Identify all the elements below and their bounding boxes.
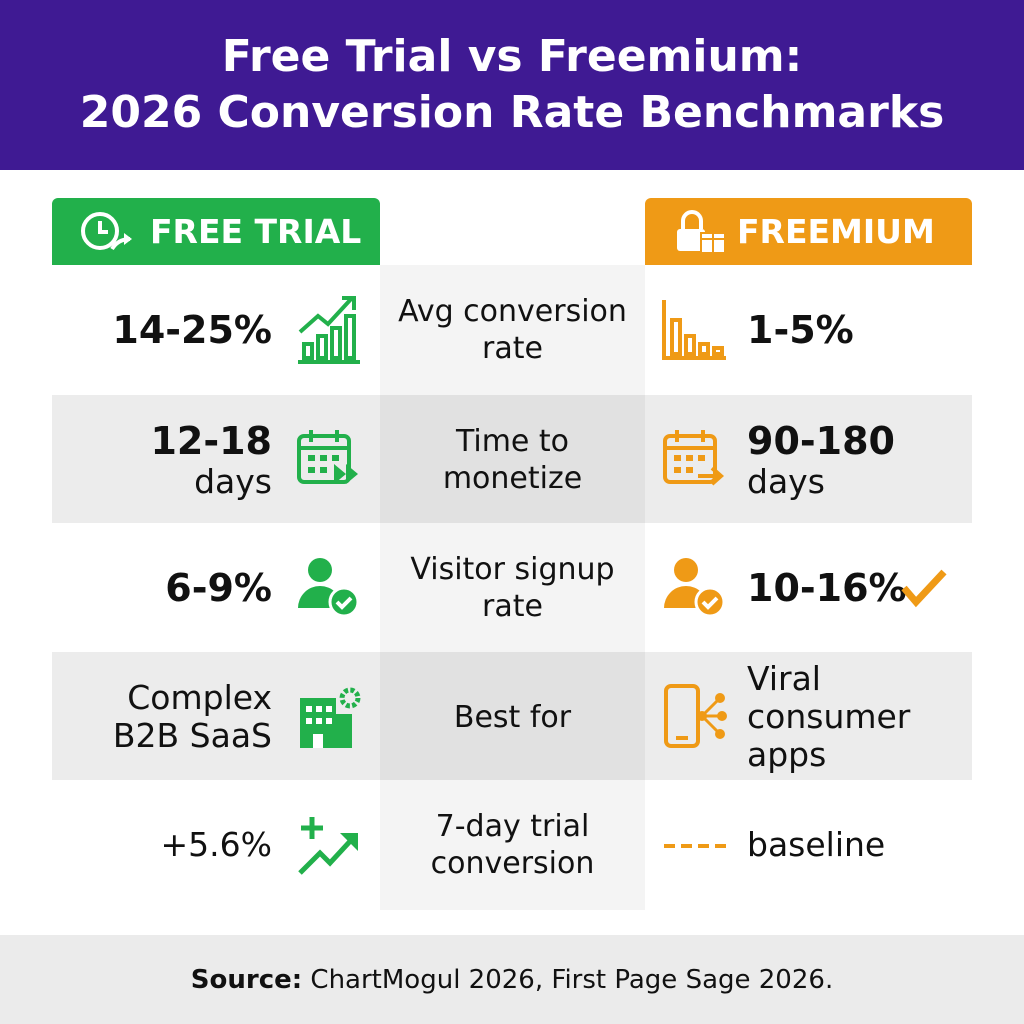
left-value: +5.6% [52, 780, 273, 910]
user-check-icon [298, 558, 360, 618]
right-value-line: baseline [747, 825, 886, 864]
column-title: FREE TRIAL [150, 212, 362, 251]
metric-label-line: rate [482, 589, 543, 624]
lock-gift-icon [677, 209, 726, 254]
phone-share-icon [664, 684, 727, 748]
metric-label-line: Best for [453, 699, 572, 735]
column-header: FREEMIUM [645, 198, 972, 265]
metric-label-line: Time to [455, 424, 570, 459]
right-value-line: 90-180 [747, 419, 895, 463]
calendar-icon [663, 430, 725, 486]
metric-label: Best for [380, 652, 645, 782]
growth-chart-icon [298, 296, 360, 364]
metric-label-line: Avg conversion [398, 294, 627, 329]
metric-label-line: conversion [430, 846, 595, 881]
metric-label: 7-day trial conversion [380, 780, 645, 910]
right-value-line: 10-16% [747, 566, 907, 610]
left-value-line: B2B SaaS [112, 716, 272, 755]
left-value-line: Complex [127, 678, 272, 717]
right-value: 10-16% [747, 523, 972, 653]
building-icon [300, 687, 361, 748]
plus-growth-icon [298, 817, 358, 875]
user-check-icon [664, 558, 726, 618]
decline-chart-icon [662, 300, 726, 360]
right-value-line: apps [747, 735, 827, 774]
right-value-line: days [747, 462, 825, 501]
source-text: ChartMogul 2026, First Page Sage 2026. [310, 964, 834, 995]
source-label: Source: [190, 964, 303, 995]
calendar-icon [297, 430, 358, 484]
left-value: 6-9% [52, 523, 272, 653]
right-value: 90-180 days [747, 395, 972, 525]
row-band [52, 395, 972, 523]
left-value: Complex B2B SaaS [52, 652, 272, 782]
row-band [52, 652, 972, 780]
dashed-line-icon [664, 844, 726, 848]
right-value: Viral consumer apps [747, 652, 972, 782]
column-title: FREEMIUM [737, 212, 935, 251]
column-header: FREE TRIAL [52, 198, 380, 265]
right-value: 1-5% [747, 265, 972, 395]
right-value-line: consumer [747, 697, 911, 736]
right-value-line: 1-5% [747, 308, 854, 352]
left-value: 14-25% [52, 265, 272, 395]
metric-label: Visitor signup rate [380, 523, 645, 653]
header: Free Trial vs Freemium: 2026 Conversion … [0, 0, 1024, 170]
left-value-line: days [194, 462, 272, 501]
title-line: Free Trial vs Freemium: [221, 31, 803, 82]
title-line: 2026 Conversion Rate Benchmarks [79, 87, 945, 138]
metric-label: Avg conversion rate [380, 265, 645, 395]
right-value-line: Viral [747, 659, 821, 698]
metric-column [380, 265, 645, 910]
metric-label-line: 7-day trial [435, 809, 590, 844]
left-value: 12-18 days [52, 395, 272, 525]
metric-label-line: monetize [442, 461, 583, 496]
left-value-line: 12-18 [150, 419, 272, 463]
metric-label-line: rate [482, 331, 543, 366]
clock-icon [81, 211, 132, 250]
left-value-line: 6-9% [165, 566, 272, 610]
check-icon [901, 569, 947, 608]
footer: Source: ChartMogul 2026, First Page Sage… [0, 935, 1024, 1024]
left-value-line: +5.6% [160, 825, 273, 864]
right-value: baseline [747, 780, 972, 910]
metric-label: Time to monetize [380, 395, 645, 525]
metric-label-line: Visitor signup [410, 552, 615, 587]
left-value-line: 14-25% [112, 308, 272, 352]
